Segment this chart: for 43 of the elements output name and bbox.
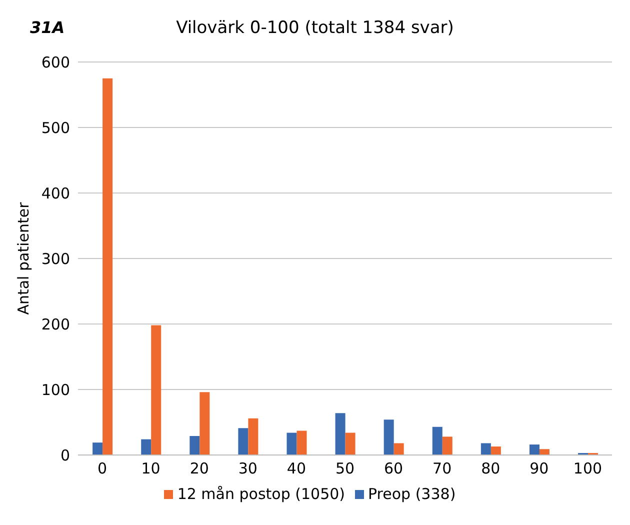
text: 31A (30, 18, 65, 37)
bar (539, 449, 550, 455)
x-tick-label: 60 (384, 460, 404, 478)
bar (384, 420, 394, 455)
x-tick-label: 50 (335, 460, 355, 478)
bar (248, 418, 258, 455)
x-tick-label: 80 (481, 460, 500, 478)
bar (102, 78, 113, 455)
bar (490, 446, 501, 455)
y-tick-label: 400 (41, 184, 70, 202)
bar (286, 432, 297, 455)
x-tick-label: 0 (98, 460, 108, 478)
x-tick-label: 40 (286, 460, 306, 478)
bar (151, 325, 162, 455)
bar (296, 430, 307, 455)
y-tick-label: 0 (60, 446, 70, 464)
bar (238, 428, 248, 455)
x-tick-label: 30 (238, 460, 258, 478)
bar (345, 432, 356, 455)
y-tick-label: 200 (41, 315, 70, 334)
bar (442, 436, 452, 455)
y-tick-label: 500 (41, 118, 70, 137)
legend-label: 12 mån postop (1050) (177, 485, 346, 503)
bar (200, 392, 210, 455)
y-tick-label: 300 (41, 250, 70, 268)
legend-label: Preop (338) (368, 485, 456, 503)
bar (141, 439, 152, 455)
bar (529, 444, 540, 455)
x-tick-label: 100 (573, 460, 602, 478)
bar (92, 442, 103, 455)
y-tick-label: 600 (41, 53, 70, 72)
bar (432, 426, 442, 455)
bar (335, 413, 346, 455)
chart-title: Vilovärk 0-100 (totalt 1384 svar) (176, 18, 454, 38)
bar (394, 443, 404, 455)
y-tick-label: 100 (41, 380, 70, 399)
y-axis-title: Antal patienter (14, 201, 32, 315)
x-tick-label: 70 (432, 460, 452, 478)
bar (480, 443, 491, 455)
x-tick-label: 10 (141, 460, 160, 478)
bar (190, 436, 200, 455)
x-tick-label: 90 (530, 460, 549, 478)
x-tick-label: 20 (190, 460, 209, 478)
